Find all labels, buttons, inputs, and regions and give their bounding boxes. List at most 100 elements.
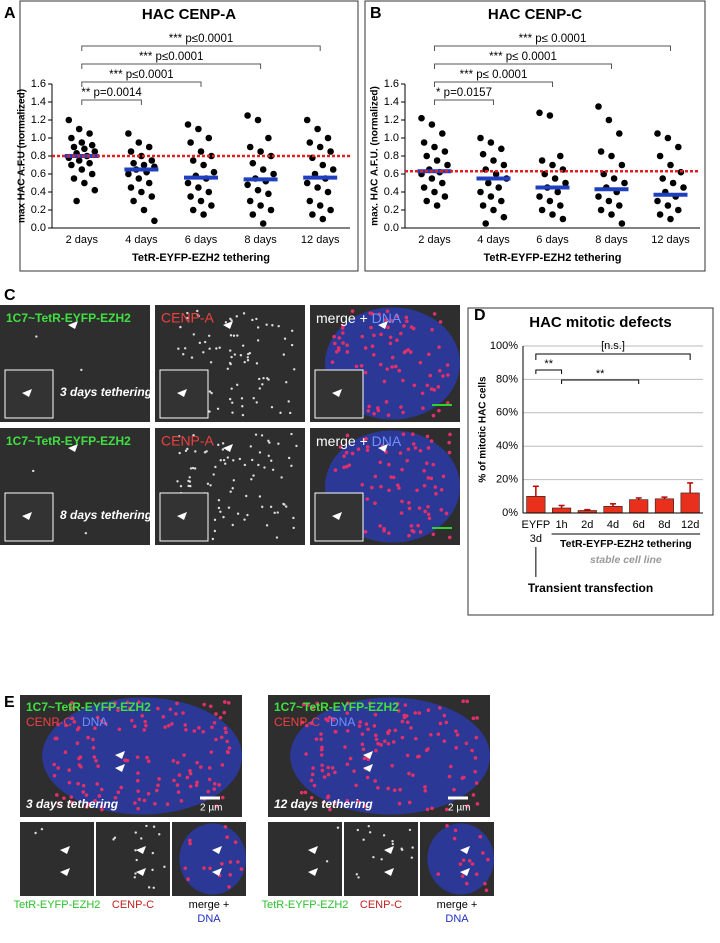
- spot: [408, 828, 412, 832]
- spot: [227, 885, 231, 889]
- spot: [186, 316, 189, 320]
- spot: [409, 524, 414, 528]
- spot: [407, 771, 411, 776]
- spot: [397, 486, 401, 490]
- nucleus: [290, 697, 490, 815]
- spot: [292, 526, 295, 530]
- significance-bracket: [434, 45, 671, 51]
- spot: [56, 802, 61, 806]
- spot: [376, 406, 380, 410]
- spot: [376, 741, 380, 746]
- spot: [220, 763, 225, 767]
- data-point: [189, 157, 197, 164]
- data-point: [91, 186, 99, 194]
- data-point: [485, 179, 492, 187]
- spot: [161, 714, 166, 719]
- spot: [361, 747, 366, 752]
- spot: [133, 724, 137, 729]
- data-point: [86, 130, 93, 137]
- spot: [191, 466, 195, 470]
- x-tick-label: 6 days: [185, 234, 218, 246]
- spot: [76, 725, 81, 730]
- spot: [460, 874, 465, 878]
- spot: [96, 764, 100, 768]
- spot: [137, 797, 142, 802]
- spot: [359, 364, 364, 368]
- spot: [354, 364, 359, 369]
- spot: [320, 763, 324, 768]
- spot: [413, 446, 418, 450]
- spot: [432, 312, 437, 316]
- data-point: [270, 170, 277, 178]
- y-tick-label: 1.0: [384, 132, 399, 144]
- arrowhead: [177, 512, 187, 520]
- y-tick-label: 0.8: [31, 150, 46, 162]
- spot: [386, 325, 390, 330]
- spot: [135, 858, 138, 862]
- spot: [390, 763, 395, 768]
- data-point: [75, 157, 83, 164]
- data-point: [200, 161, 207, 169]
- spot: [116, 708, 120, 713]
- spot: [194, 783, 199, 788]
- spot: [210, 391, 213, 395]
- spot: [358, 720, 363, 724]
- spot: [341, 331, 345, 335]
- x-tick-label: 12 days: [651, 234, 690, 246]
- arrowhead: [60, 868, 70, 876]
- spot: [177, 773, 182, 777]
- data-point: [306, 139, 314, 146]
- spot: [99, 787, 104, 792]
- spot: [226, 750, 231, 755]
- spot: [287, 456, 291, 460]
- data-point: [324, 134, 332, 142]
- spot: [420, 391, 425, 396]
- data-point: [616, 130, 623, 137]
- arrowhead: [308, 846, 318, 854]
- data-point: [616, 202, 623, 209]
- y-tick-label: 80%: [496, 373, 518, 385]
- spot: [304, 752, 308, 756]
- spot: [229, 349, 232, 352]
- spot: [211, 537, 215, 541]
- spot: [143, 719, 147, 724]
- spot: [231, 487, 234, 490]
- y-tick-label: 1.6: [384, 78, 399, 90]
- panel-label: D: [474, 307, 486, 324]
- spot: [178, 435, 181, 438]
- data-point: [487, 139, 495, 146]
- x-tick-label: EYFP: [521, 519, 550, 531]
- spot: [232, 334, 236, 337]
- data-point: [327, 148, 334, 155]
- spot: [405, 319, 409, 324]
- data-point: [479, 202, 487, 209]
- spot: [360, 732, 365, 736]
- y-tick-label: 1.0: [31, 132, 46, 144]
- spot: [93, 798, 97, 803]
- spot: [212, 720, 217, 725]
- spot: [270, 405, 274, 409]
- spot: [133, 876, 136, 879]
- arrowhead: [223, 321, 233, 329]
- spot: [87, 802, 91, 806]
- spot: [184, 727, 188, 732]
- y-tick-label: 0.6: [31, 168, 46, 180]
- spot: [176, 760, 180, 765]
- data-point: [477, 134, 484, 142]
- data-point: [259, 220, 267, 227]
- spot: [179, 484, 183, 488]
- spot: [352, 769, 356, 774]
- spot: [436, 872, 441, 876]
- spot: [362, 756, 367, 761]
- data-point: [551, 175, 559, 182]
- spot: [267, 454, 270, 458]
- spot: [290, 343, 294, 347]
- spot: [205, 450, 208, 453]
- spot: [431, 532, 436, 537]
- data-point: [675, 206, 682, 214]
- significance-bracket: [81, 63, 262, 69]
- spot: [142, 798, 147, 803]
- spot: [97, 794, 102, 798]
- spot: [238, 457, 242, 461]
- spot: [321, 800, 326, 805]
